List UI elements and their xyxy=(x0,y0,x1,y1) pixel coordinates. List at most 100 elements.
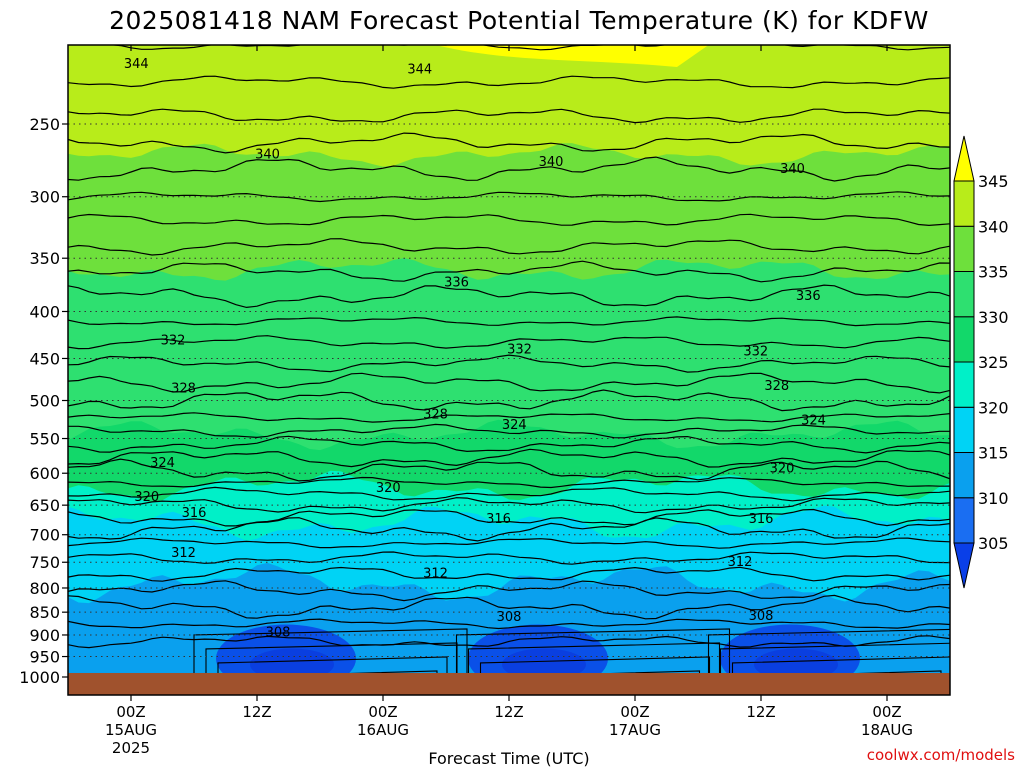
bl-contour-2 xyxy=(707,628,950,673)
contour-line xyxy=(68,354,950,373)
contour-line xyxy=(68,372,950,394)
colorbar-label: 305 xyxy=(978,534,1009,553)
contour-label: 320 xyxy=(376,481,401,496)
contour-line xyxy=(68,435,950,454)
colorbar-label: 310 xyxy=(978,489,1009,508)
contour-label: 320 xyxy=(770,462,795,477)
contour-label: 340 xyxy=(780,162,805,177)
contour-label: 340 xyxy=(255,148,280,163)
contour-label: 336 xyxy=(796,289,821,304)
colorbar-segment xyxy=(953,452,975,499)
contour-label: 316 xyxy=(486,512,511,527)
y-tick-label: 1000 xyxy=(19,668,60,687)
contour-line xyxy=(68,580,950,602)
y-tick-label: 900 xyxy=(29,626,60,645)
contour-label: 312 xyxy=(423,566,448,581)
contour-line xyxy=(68,423,950,439)
contour-line xyxy=(68,537,950,549)
contour-line xyxy=(68,316,950,327)
y-tick-label: 700 xyxy=(29,526,60,545)
colorbar-extend-top xyxy=(953,135,975,182)
contour-line xyxy=(68,75,950,89)
colorbar-label: 315 xyxy=(978,444,1009,463)
contour-label: 332 xyxy=(743,344,768,359)
y-tick-label: 250 xyxy=(29,115,60,134)
x-tick-year: 2025 xyxy=(112,739,150,757)
contour-line xyxy=(68,618,950,630)
bl-contour-1 xyxy=(467,642,721,673)
y-tick-label: 350 xyxy=(29,249,60,268)
contour-line xyxy=(68,448,950,468)
contour-line xyxy=(68,191,950,203)
cold-core-1 xyxy=(502,648,586,681)
contour-line xyxy=(68,566,950,582)
contour-label: 320 xyxy=(134,490,159,505)
contour-label: 308 xyxy=(497,610,522,625)
y-tick-label: 750 xyxy=(29,553,60,572)
contour-label: 308 xyxy=(749,609,774,624)
contour-label: 332 xyxy=(161,333,186,348)
colorbar-label: 340 xyxy=(978,217,1009,236)
bl-contour-1 xyxy=(479,656,711,673)
x-tick-label: 12Z xyxy=(494,703,523,721)
contour-line xyxy=(68,412,950,423)
x-tick-label: 12Z xyxy=(242,703,271,721)
y-tick-label: 950 xyxy=(29,648,60,667)
credit-text: coolwx.com/models xyxy=(867,746,1015,764)
contour-label: 324 xyxy=(502,418,527,433)
x-tick-label: 12Z xyxy=(746,703,775,721)
y-tick-label: 800 xyxy=(29,579,60,598)
contour-label: 324 xyxy=(150,456,175,471)
y-tick-label: 600 xyxy=(29,464,60,483)
contour-labels: 344 344 340 340 340 336 336 332 332 332 328 328 328 3… xyxy=(124,57,826,641)
contour-line xyxy=(68,335,950,350)
fill-band-345 xyxy=(435,45,709,67)
cold-core-0 xyxy=(250,648,334,681)
x-tick-label: 00Z xyxy=(872,703,901,721)
contour-line xyxy=(68,132,950,154)
contour-line xyxy=(68,213,950,227)
contour-label: 328 xyxy=(423,408,448,423)
colorbar-label: 320 xyxy=(978,398,1009,417)
bl-contour-2 xyxy=(719,642,950,673)
contour-line xyxy=(68,156,950,182)
colorbar: 305 310 315 320 325 330 335 340 345 xyxy=(953,135,1009,589)
x-tick-date: 18AUG xyxy=(861,721,913,739)
contour-line xyxy=(68,517,950,542)
contour-label: 328 xyxy=(171,381,196,396)
contour-line xyxy=(68,260,950,283)
bl-contour-0 xyxy=(193,628,468,673)
colorbar-label: 335 xyxy=(978,263,1009,282)
y-tick-label: 650 xyxy=(29,496,60,515)
y-tick-label: 300 xyxy=(29,188,60,207)
contour-line xyxy=(68,458,950,482)
colorbar-label: 345 xyxy=(978,172,1009,191)
x-tick-date: 16AUG xyxy=(357,721,409,739)
x-tick-date: 17AUG xyxy=(609,721,661,739)
contour-line xyxy=(68,497,950,514)
colorbar-label: 325 xyxy=(978,353,1009,372)
contour-line xyxy=(68,476,950,489)
colorbar-segment xyxy=(953,225,975,272)
colorbar-segment xyxy=(953,406,975,453)
contour-label: 344 xyxy=(407,62,432,77)
contour-label: 308 xyxy=(266,626,291,641)
colorbar-extend-bottom xyxy=(953,542,975,589)
contour-label: 324 xyxy=(801,414,826,429)
colorbar-segment xyxy=(953,361,975,408)
bl-contour-2 xyxy=(731,656,950,673)
contour-label: 328 xyxy=(764,379,789,394)
contour-line xyxy=(68,284,950,309)
y-axis: 250 300 350 400 450 500 550 600 650 700 750 800 850 9… xyxy=(19,115,68,687)
colorbar-segment xyxy=(953,497,975,544)
contour-label: 312 xyxy=(171,546,196,561)
contour-line xyxy=(68,486,950,502)
contour-label: 344 xyxy=(124,57,149,72)
x-tick-label: 00Z xyxy=(368,703,397,721)
terrain-fill xyxy=(68,672,950,695)
contour-line xyxy=(68,389,950,412)
bl-contour-0 xyxy=(217,656,448,673)
contour-line xyxy=(68,594,950,620)
